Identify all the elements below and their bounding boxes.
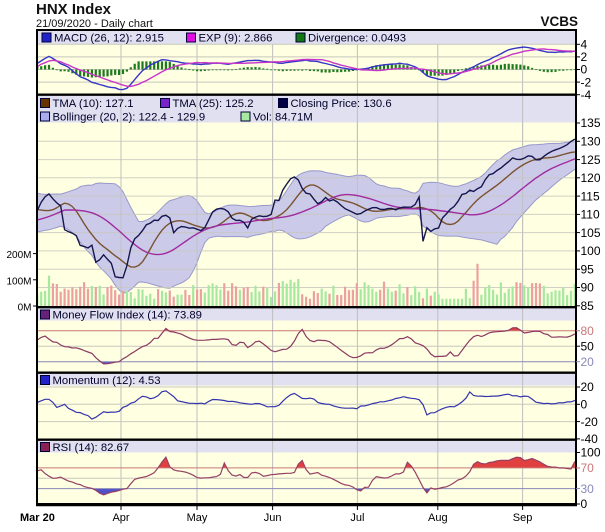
svg-text:Divergence: 0.0493: Divergence: 0.0493 (308, 32, 406, 44)
svg-text:135: 135 (581, 116, 601, 130)
svg-text:0: 0 (581, 497, 588, 511)
svg-text:100: 100 (581, 244, 601, 258)
svg-text:80: 80 (581, 324, 595, 338)
svg-text:0M: 0M (18, 303, 32, 314)
svg-text:May: May (187, 512, 208, 524)
svg-text:120: 120 (581, 171, 601, 185)
svg-text:Closing Price: 130.6: Closing Price: 130.6 (291, 98, 392, 110)
svg-text:-20: -20 (581, 415, 599, 429)
svg-text:TMA (25): 125.2: TMA (25): 125.2 (173, 98, 254, 110)
svg-text:TMA (10): 127.1: TMA (10): 127.1 (53, 98, 134, 110)
svg-text:-40: -40 (581, 432, 599, 446)
svg-text:RSI (14): 82.67: RSI (14): 82.67 (53, 442, 130, 454)
svg-text:0: 0 (581, 398, 588, 412)
svg-text:20: 20 (581, 355, 595, 369)
svg-text:Vol: 84.71M: Vol: 84.71M (253, 111, 313, 123)
svg-text:100: 100 (581, 446, 601, 460)
svg-text:Apr: Apr (112, 512, 129, 524)
svg-text:100M: 100M (6, 276, 31, 287)
svg-text:50: 50 (581, 339, 595, 353)
svg-text:EXP (9): 2.866: EXP (9): 2.866 (199, 32, 273, 44)
svg-text:-4: -4 (581, 88, 592, 102)
svg-text:2: 2 (581, 50, 588, 64)
svg-text:Money Flow Index (14): 73.89: Money Flow Index (14): 73.89 (53, 309, 202, 321)
svg-text:115: 115 (581, 189, 600, 203)
svg-text:20: 20 (581, 380, 595, 394)
svg-text:105: 105 (581, 226, 601, 240)
svg-text:Momentum (12): 4.53: Momentum (12): 4.53 (53, 375, 161, 387)
svg-text:0: 0 (581, 63, 588, 77)
svg-text:30: 30 (581, 482, 595, 496)
svg-text:MACD (26, 12): 2.915: MACD (26, 12): 2.915 (54, 32, 164, 44)
svg-text:70: 70 (581, 461, 595, 475)
svg-text:21/09/2020 - Daily chart: 21/09/2020 - Daily chart (36, 18, 153, 30)
svg-text:Sep: Sep (513, 512, 533, 524)
svg-text:200M: 200M (6, 250, 31, 261)
svg-text:85: 85 (581, 299, 595, 313)
svg-text:95: 95 (581, 262, 595, 276)
svg-text:-2: -2 (581, 75, 592, 89)
svg-text:Jun: Jun (264, 512, 282, 524)
svg-text:HNX Index: HNX Index (36, 1, 112, 18)
svg-text:Bollinger (20, 2): 122.4 - 129: Bollinger (20, 2): 122.4 - 129.9 (53, 111, 206, 123)
svg-text:Aug: Aug (428, 512, 448, 524)
svg-text:4: 4 (581, 38, 588, 52)
svg-text:Jul: Jul (350, 512, 364, 524)
svg-text:90: 90 (581, 281, 595, 295)
svg-text:130: 130 (581, 135, 601, 149)
svg-text:110: 110 (581, 208, 600, 222)
svg-text:125: 125 (581, 153, 601, 167)
svg-text:VCBS: VCBS (540, 14, 578, 29)
svg-text:Mar 20: Mar 20 (20, 512, 55, 524)
